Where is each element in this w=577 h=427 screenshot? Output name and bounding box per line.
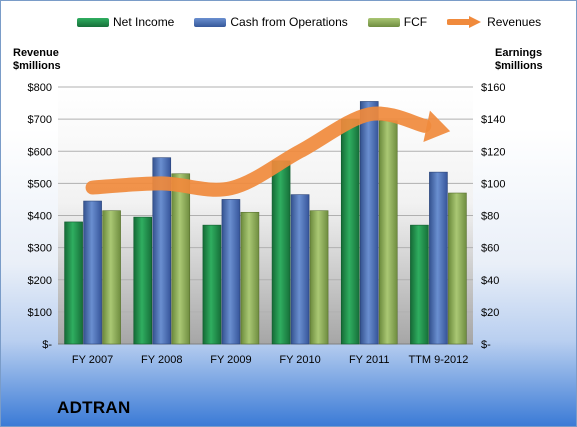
bar-fcf	[378, 120, 398, 345]
legend-label-cfo: Cash from Operations	[230, 15, 348, 29]
left-tick-label: $200	[28, 275, 52, 287]
legend-label-net-income: Net Income	[113, 15, 175, 29]
company-name: ADTRAN	[57, 398, 131, 417]
right-tick-label: $100	[481, 178, 505, 190]
bar-net-income	[271, 160, 291, 345]
left-tick-label: $400	[28, 211, 52, 223]
bar-net-income	[410, 224, 429, 345]
legend-item-revenues: Revenues	[447, 15, 541, 29]
legend-swatch-net-income	[77, 17, 109, 27]
right-tick-label: $80	[481, 211, 499, 223]
bar-cash-from-operations	[152, 157, 172, 345]
left-axis-title: Revenue $millions	[13, 47, 61, 73]
legend-swatch-cfo	[194, 17, 227, 27]
left-tick-label: $100	[28, 307, 52, 319]
right-tick-label: $40	[481, 275, 499, 287]
bar-fcf	[102, 210, 121, 345]
bar-cash-from-operations	[290, 194, 310, 345]
bar-cash-from-operations	[359, 101, 379, 345]
right-tick-label: $60	[481, 243, 499, 255]
left-tick-label: $500	[28, 178, 52, 190]
right-tick-label: $20	[481, 307, 499, 319]
bar-cash-from-operations	[429, 171, 448, 345]
x-tick-label: FY 2011	[349, 354, 390, 366]
bar-cash-from-operations	[83, 200, 102, 345]
bar-fcf	[448, 192, 467, 345]
x-tick-label: TTM 9-2012	[408, 354, 468, 366]
bar-cash-from-operations	[221, 199, 241, 345]
right-tick-label: $160	[481, 82, 505, 94]
right-axis-title: Earnings $millions	[495, 47, 543, 73]
right-tick-label: $120	[481, 146, 505, 158]
bar-fcf	[240, 211, 260, 345]
right-tick-label: $140	[481, 114, 505, 126]
legend-item-cfo: Cash from Operations	[194, 15, 348, 29]
right-axis-title-line2: $millions	[495, 60, 543, 72]
legend: Net Income Cash from Operations FCF Reve…	[77, 15, 561, 29]
revenues-arrowhead	[423, 110, 451, 142]
left-axis-title-line1: Revenue	[13, 47, 59, 59]
bar-fcf	[171, 173, 191, 345]
legend-label-fcf: FCF	[403, 15, 428, 29]
x-tick-label: FY 2008	[141, 354, 182, 366]
legend-swatch-fcf	[367, 17, 400, 27]
legend-item-fcf: FCF	[367, 15, 428, 29]
left-tick-label: $300	[28, 243, 52, 255]
x-tick-label: FY 2009	[210, 354, 251, 366]
bar-fcf	[309, 210, 329, 345]
legend-arrow-icon	[447, 16, 482, 28]
left-tick-label: $800	[28, 82, 52, 94]
revenues-line	[85, 106, 432, 197]
left-tick-label: $600	[28, 146, 52, 158]
bar-net-income	[133, 216, 153, 345]
right-tick-label: $-	[481, 339, 491, 351]
legend-label-revenues: Revenues	[487, 15, 542, 29]
x-tick-label: FY 2007	[72, 354, 113, 366]
x-tick-label: FY 2010	[279, 354, 320, 366]
right-axis-title-line1: Earnings	[495, 47, 543, 59]
bar-net-income	[340, 118, 360, 345]
bar-net-income	[202, 224, 222, 345]
left-axis-title-line2: $millions	[13, 60, 61, 72]
bar-net-income	[64, 221, 83, 345]
legend-item-net-income: Net Income	[77, 15, 174, 29]
left-tick-label: $-	[42, 339, 52, 351]
left-tick-label: $700	[28, 114, 52, 126]
